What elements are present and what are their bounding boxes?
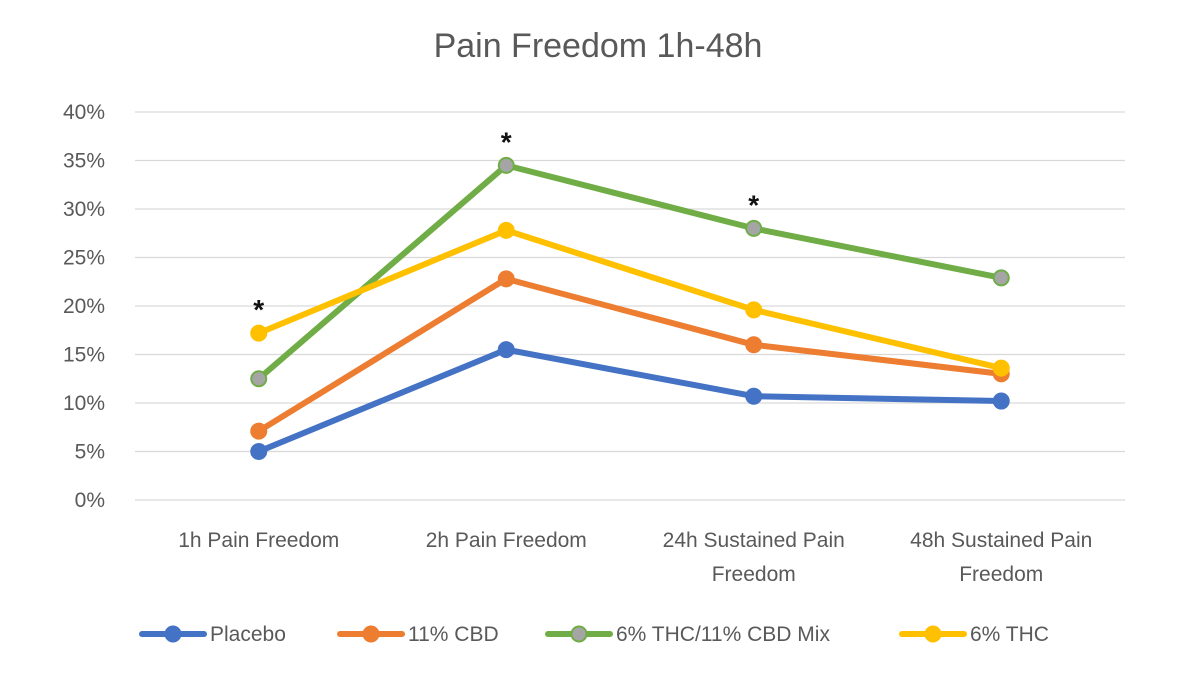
data-point [250,370,268,388]
legend-label: 6% THC [970,623,1049,646]
data-point [497,270,515,288]
series-group [250,156,1010,460]
legend-item: 6% THC/11% CBD Mix [545,623,830,646]
data-point [745,387,763,405]
series-6-thc [250,221,1010,377]
significance-marker: * [501,126,512,157]
x-tick-label: 24h Sustained Pain Freedom [663,529,845,586]
data-point [497,156,515,174]
x-axis-ticks: 1h Pain Freedom 2h Pain Freedom 24h Sustai… [178,529,1092,586]
legend-swatch-marker [924,625,942,643]
legend-label: 6% THC/11% CBD Mix [616,623,830,646]
legend: Placebo 11% CBD 6% THC/11% CBD Mix 6% THC [139,623,1049,646]
chart-title: Pain Freedom 1h-48h [434,27,763,65]
significance-marker: * [253,294,264,325]
series-11-cbd [250,270,1010,440]
x-tick-label: 1h Pain Freedom [178,529,339,552]
y-tick-label: 25% [63,247,105,270]
data-point [745,301,763,319]
series-placebo [250,341,1010,460]
y-tick-label: 0% [75,489,105,512]
y-tick-label: 30% [63,198,105,221]
significance-marker: * [748,189,759,220]
legend-swatch-marker [362,625,380,643]
legend-item: 11% CBD [337,623,499,646]
series-line [255,346,1005,455]
legend-item: Placebo [139,623,286,646]
annotations: * * * [253,126,759,325]
legend-swatch-marker [164,625,182,643]
legend-swatch-marker [570,625,588,643]
data-point [992,269,1010,287]
y-axis-ticks: 0% 5% 10% 15% 20% 25% 30% 35% 40% [63,101,105,512]
data-point [250,324,268,342]
data-point [992,392,1010,410]
y-tick-label: 5% [75,441,105,464]
y-tick-label: 20% [63,295,105,318]
data-point [745,219,763,237]
series-line [255,227,1005,372]
data-point [250,443,268,460]
y-tick-label: 35% [63,150,105,173]
y-tick-label: 15% [63,344,105,367]
x-tick-label: 48h Sustained Pain Freedom [910,529,1092,586]
series-6-thc-11-cbd-mix [250,156,1010,388]
series-line [255,275,1005,435]
y-tick-label: 10% [63,392,105,415]
series-line [255,162,1005,382]
legend-label: 11% CBD [408,623,499,646]
legend-item: 6% THC [899,623,1049,646]
data-point [497,341,515,359]
data-point [250,422,268,440]
data-point [497,221,515,239]
data-point [745,336,763,354]
x-tick-label: 2h Pain Freedom [426,529,587,552]
data-point [992,359,1010,377]
y-tick-label: 40% [63,101,105,124]
legend-label: Placebo [210,623,286,646]
